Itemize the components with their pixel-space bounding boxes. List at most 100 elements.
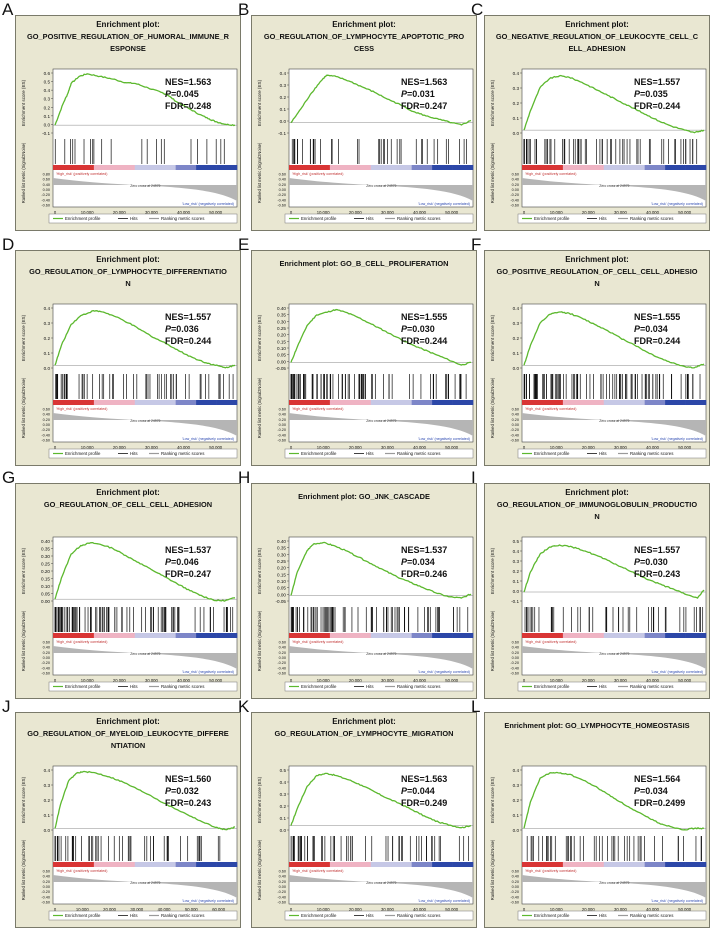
nes-value: NES=1.555 (401, 312, 447, 322)
es-tick-label: 0.0 (513, 828, 520, 833)
rank-colour-segment (685, 400, 707, 405)
zero-cross-label: Zero cross at 24979 (599, 184, 629, 188)
p-value: P=0.030 (401, 324, 435, 334)
fdr-value: FDR=0.248 (165, 101, 211, 111)
zero-cross-label: Zero cross at 24979 (599, 419, 629, 423)
es-tick-label: 0.1 (280, 816, 287, 821)
high-risk-label: 'High_risk' (positively correlated) (525, 407, 577, 411)
panel-label-g: G (2, 468, 16, 487)
x-tick-label: 20,000 (349, 445, 362, 450)
x-tick-label: 0 (523, 210, 526, 215)
rank-colour-segment (350, 862, 372, 867)
enrichment-profile-line (290, 308, 471, 366)
es-axis-label: Enrichment score (ES) (490, 776, 495, 823)
p-prefix: P (401, 557, 408, 567)
gsea-plot-a: Enrichment plot: GO_POSITIVE_REGULATION_O… (15, 15, 241, 231)
p-number: 0.031 (412, 89, 435, 99)
legend-box (517, 910, 707, 921)
rank-colour-segment (175, 862, 197, 867)
p-equals: = (171, 324, 176, 334)
es-tick-label: 0.3 (513, 559, 520, 564)
rank-colour-segment (542, 862, 564, 867)
gsea-plot-l: Enrichment plot: GO_LYMPHOCYTE_HOMEOSTAS… (484, 712, 710, 928)
low-risk-label: 'Low_risk' (negatively correlated) (418, 202, 470, 206)
rank-tick-label: -0.60 (510, 439, 519, 443)
es-tick-label: 0.30 (277, 319, 286, 324)
rank-tick-label: -0.60 (41, 439, 50, 443)
nes-value: NES=1.537 (401, 545, 447, 555)
rank-colour-segment (391, 165, 412, 170)
x-tick-label: 0 (523, 678, 526, 683)
high-risk-label: 'High_risk' (positively correlated) (292, 869, 344, 873)
es-tick-label: 0.40 (277, 306, 286, 311)
legend-box (48, 213, 238, 224)
x-tick-label: 60,000 (212, 907, 225, 912)
rank-tick-label: 0.60 (279, 173, 286, 177)
rank-colour-segment (53, 633, 74, 638)
es-tick-label: 0.35 (277, 546, 286, 551)
x-tick-label: 40,000 (646, 678, 659, 683)
fdr-value: FDR=0.247 (165, 569, 211, 579)
rank-colour-segment (432, 633, 453, 638)
es-tick-label: 0.05 (41, 592, 50, 597)
p-value: P=0.032 (165, 786, 199, 796)
rank-colour-segment (73, 862, 95, 867)
rank-tick-label: 0.20 (512, 651, 519, 655)
legend-box (517, 448, 707, 459)
plot-title-line: GO_REGULATION_OF_LYMPHOCYTE_DIFFERENTIAT… (29, 267, 227, 276)
rank-colour-segment (114, 165, 136, 170)
x-tick-label: 20,000 (582, 445, 595, 450)
p-prefix: P (165, 786, 172, 796)
gsea-plot-f: Enrichment plot: GO_POSITIVE_REGULATION_O… (484, 250, 710, 466)
es-tick-label: 0.10 (277, 346, 286, 351)
legend-label-profile: Enrichment profile (301, 216, 337, 221)
panel-label-a: A (2, 0, 14, 19)
rank-colour-segment (644, 633, 666, 638)
es-tick-label: 0.15 (277, 339, 286, 344)
ranking-metric-area (53, 413, 237, 436)
es-tick-label: 0.20 (277, 566, 286, 571)
es-tick-label: 0.35 (41, 547, 50, 552)
p-prefix: P (165, 557, 172, 567)
x-tick-label: 40,000 (413, 907, 426, 912)
rank-colour-segment (685, 165, 707, 170)
es-tick-label: 0.00 (277, 592, 286, 597)
es-tick-label: 0.4 (280, 71, 287, 76)
rank-tick-label: -0.20 (277, 661, 286, 665)
rank-colour-segment (93, 633, 115, 638)
rank-axis-label: Ranked list metric (Signal2Noise) (490, 377, 495, 438)
legend-box (284, 448, 474, 459)
low-risk-label: 'Low_risk' (negatively correlated) (651, 202, 703, 206)
high-risk-label: 'High_risk' (positively correlated) (292, 640, 344, 644)
rank-colour-segment (329, 862, 351, 867)
x-tick-label: 20,000 (349, 907, 362, 912)
gsea-panel-d: Enrichment plot: GO_REGULATION_OF_LYMPHOC… (15, 250, 241, 466)
rank-colour-segment (175, 165, 197, 170)
rank-tick-label: -0.20 (41, 661, 50, 665)
enrichment-profile-line (54, 310, 236, 369)
gsea-plot-j: Enrichment plot: GO_REGULATION_OF_MYELOID… (15, 712, 241, 928)
rank-colour-segment (329, 400, 351, 405)
rank-tick-label: -0.20 (277, 428, 286, 432)
rank-colour-segment (624, 862, 645, 867)
rank-tick-label: 0.40 (512, 646, 519, 650)
p-equals: = (640, 557, 645, 567)
rank-axis-label: Ranked list metric (Signal2Noise) (257, 839, 262, 900)
rank-colour-segment (370, 862, 392, 867)
gsea-panel-h: Enrichment plot: GO_JNK_CASCADE 0.40 0.35 0… (251, 483, 477, 699)
rank-tick-label: 0.40 (43, 413, 50, 417)
es-tick-label: 0.40 (41, 539, 50, 544)
x-tick-label: 40,000 (413, 445, 426, 450)
ranking-metric-area (522, 875, 706, 898)
es-tick-label: -0.1 (42, 131, 50, 136)
rank-tick-label: -0.20 (41, 890, 50, 894)
rank-tick-label: 0.20 (279, 183, 286, 187)
legend-label-profile: Enrichment profile (301, 451, 337, 456)
p-value: P=0.030 (634, 557, 668, 567)
x-tick-label: 10,000 (81, 210, 94, 215)
legend-label-hits: Hits (130, 684, 138, 689)
p-number: 0.030 (412, 324, 435, 334)
p-value: P=0.031 (401, 89, 435, 99)
legend-label-ranking: Ranking metric scores (397, 684, 441, 689)
